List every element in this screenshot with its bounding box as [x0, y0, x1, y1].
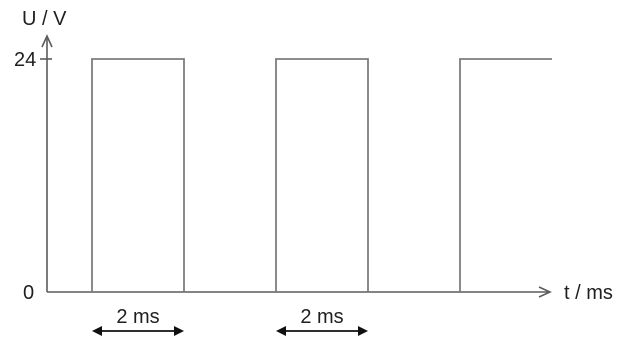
- x-axis-group: t / ms: [47, 282, 613, 304]
- duration-arrowhead-right-1: [358, 326, 368, 336]
- y-axis-arrowhead: [41, 34, 53, 48]
- y-ticks-group: 24 0: [14, 49, 52, 304]
- duration-arrowhead-left-1: [276, 326, 286, 336]
- duration-label-0: 2 ms: [116, 306, 159, 328]
- y-tick-label-0: 24: [14, 49, 36, 71]
- duration-arrowhead-right-0: [174, 326, 184, 336]
- y-axis-group: U / V: [22, 8, 67, 292]
- waveform-series: [91, 58, 552, 293]
- y-tick-label-1: 0: [23, 282, 34, 304]
- square-wave-line: [91, 58, 552, 293]
- x-axis-arrowhead: [538, 286, 552, 298]
- x-axis-label: t / ms: [564, 282, 613, 304]
- duration-annotations: 2 ms 2 ms: [92, 306, 368, 336]
- y-axis-label: U / V: [22, 8, 67, 30]
- duration-arrowhead-left-0: [92, 326, 102, 336]
- duration-label-1: 2 ms: [300, 306, 343, 328]
